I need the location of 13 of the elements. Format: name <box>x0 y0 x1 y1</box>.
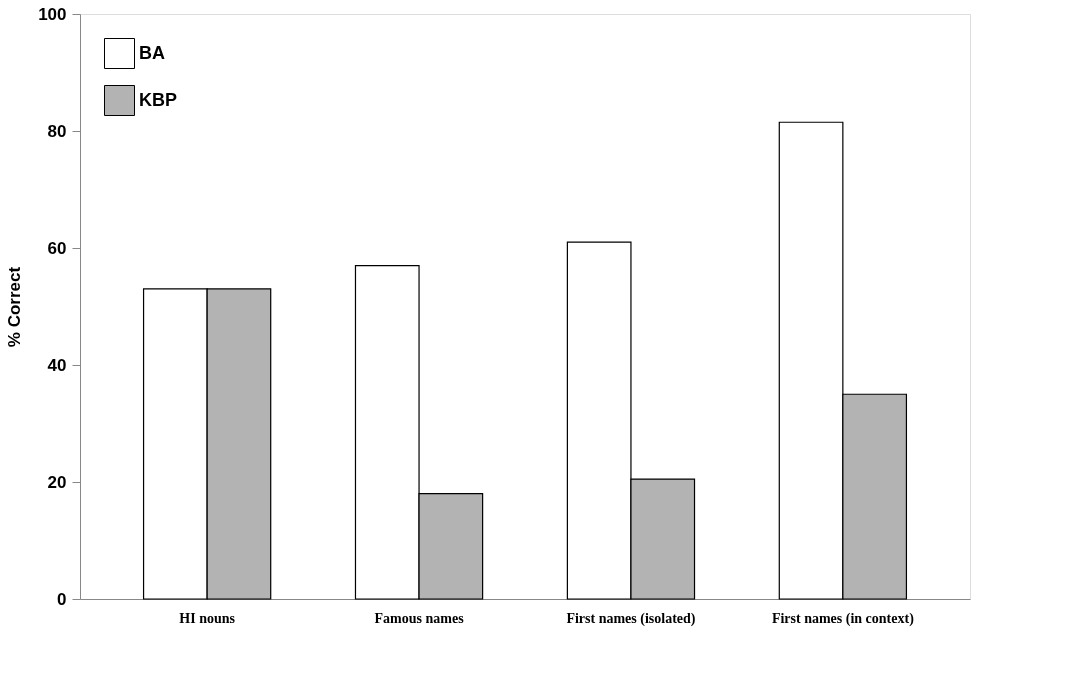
y-tick-label: 40 <box>47 355 67 375</box>
x-tick-label: Famous names <box>374 610 465 626</box>
y-tick-label: 0 <box>57 589 67 609</box>
y-tick-label: 60 <box>47 238 67 258</box>
x-tick-label: First names (in context) <box>771 610 915 627</box>
y-axis-title: % Correct <box>5 266 25 348</box>
y-tick-label: 80 <box>47 121 67 141</box>
y-tick-label: 20 <box>47 472 67 492</box>
legend-label: BA <box>139 42 165 63</box>
x-tick-label: First names (isolated) <box>566 610 696 627</box>
x-tick-label: HI nouns <box>179 610 236 626</box>
legend-label: KBP <box>139 89 178 110</box>
y-tick-label: 100 <box>38 4 67 24</box>
